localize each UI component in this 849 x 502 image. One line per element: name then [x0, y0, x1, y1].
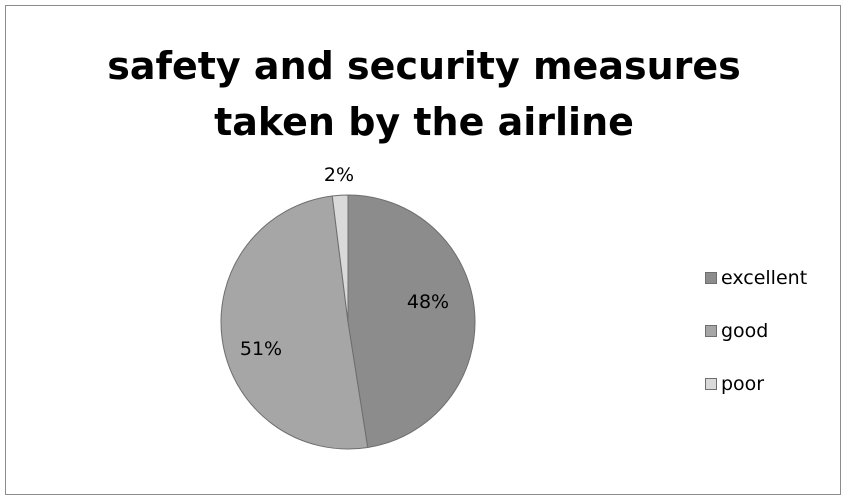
legend-swatch-good — [705, 324, 717, 337]
chart-title-line-1: safety and security measures — [107, 44, 741, 88]
legend-item-poor: poor — [705, 370, 807, 397]
data-label-good: 51% — [240, 338, 282, 360]
data-label-excellent: 48% — [407, 291, 449, 313]
legend-item-good: good — [705, 317, 807, 344]
legend-label-poor: poor — [721, 372, 765, 395]
chart-title-line-2: taken by the airline — [214, 100, 634, 144]
pie-slice-poor — [331, 194, 349, 323]
data-label-poor: 2% — [324, 164, 354, 186]
legend: excellent good poor — [705, 264, 807, 423]
legend-label-good: good — [721, 319, 769, 342]
pie-slice-good — [220, 195, 369, 450]
legend-label-excellent: excellent — [721, 266, 808, 289]
chart-frame: safety and security measures taken by th… — [5, 5, 841, 495]
pie-chart: 48% 51% 2% — [220, 164, 476, 450]
chart-title: safety and security measures taken by th… — [6, 38, 842, 150]
legend-swatch-excellent — [705, 271, 717, 284]
pie-slice-excellent — [347, 194, 476, 449]
legend-item-excellent: excellent — [705, 264, 807, 291]
legend-swatch-poor — [705, 377, 717, 390]
